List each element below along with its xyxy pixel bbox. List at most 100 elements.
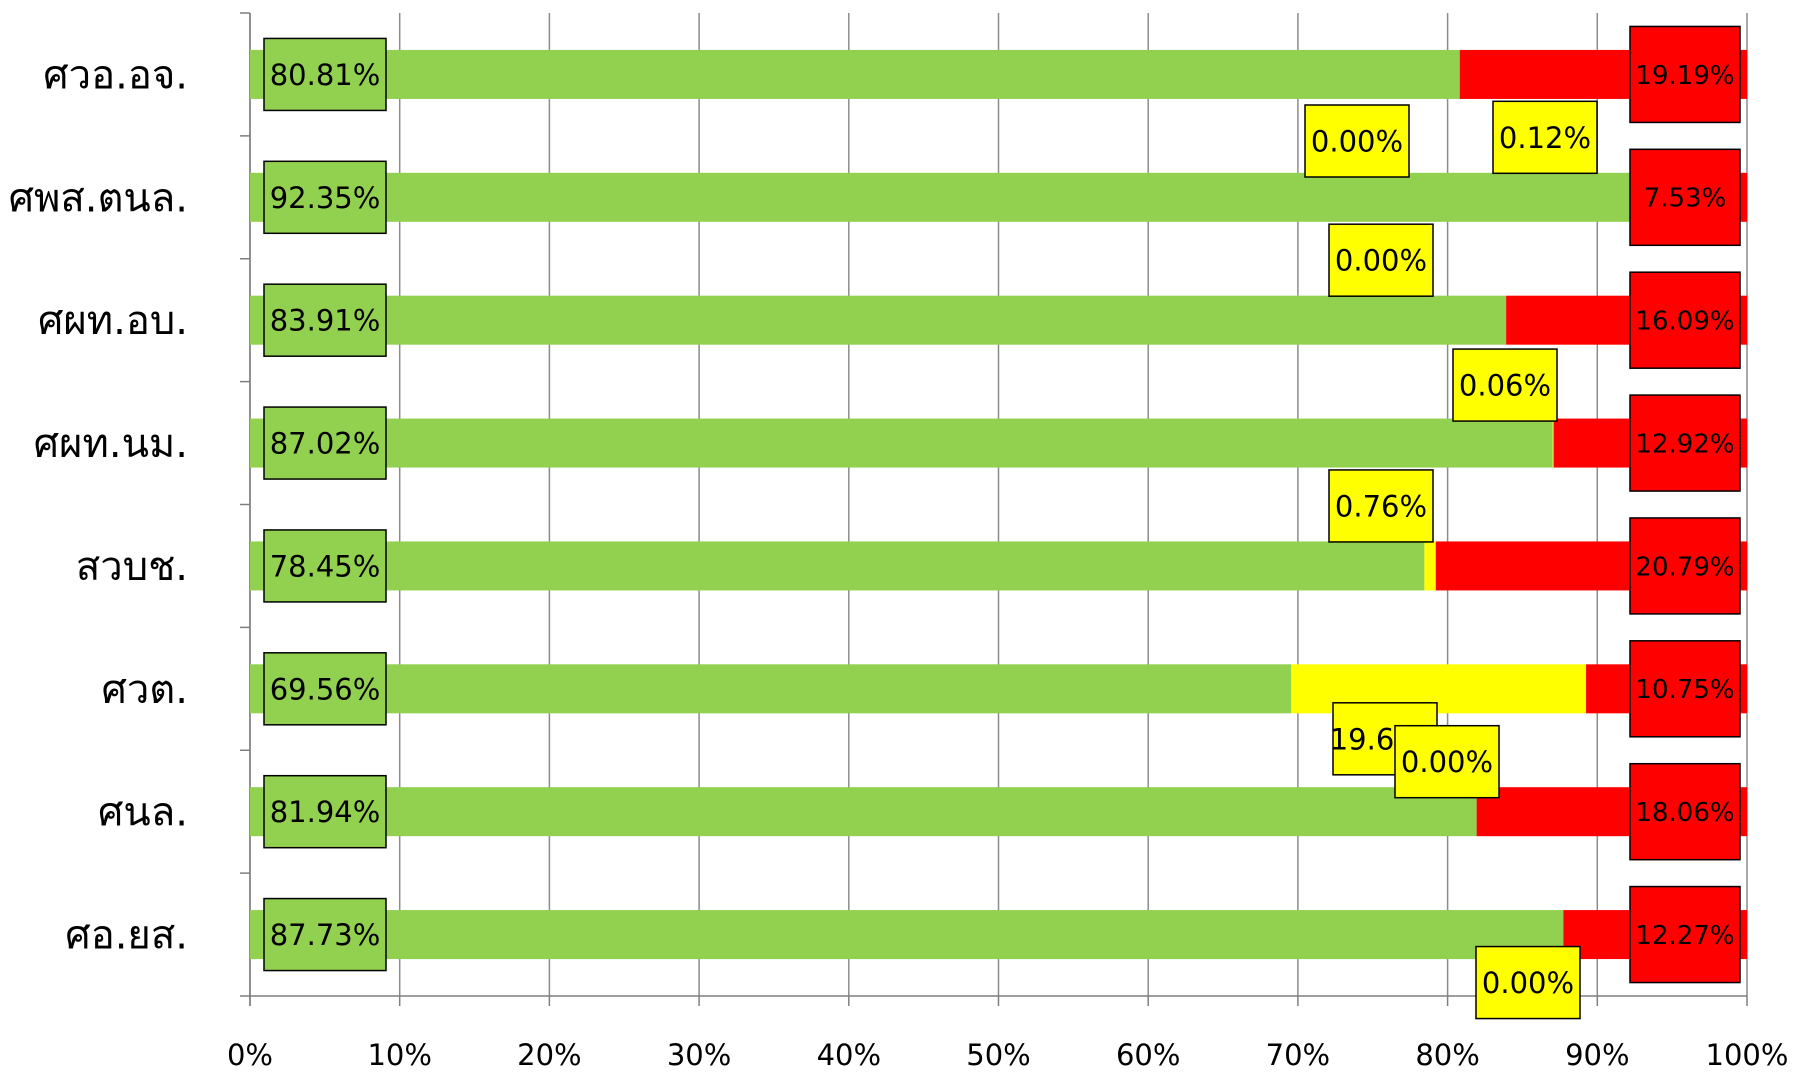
x-tick-label: 100% <box>1706 1038 1789 1071</box>
data-label-green-text: 87.73% <box>270 918 381 952</box>
data-label-green-box <box>263 652 387 726</box>
data-label-yellow-text: 0.00% <box>1311 124 1403 158</box>
data-label-green-box <box>263 529 387 603</box>
data-label-yellow-text: 0.06% <box>1459 369 1551 403</box>
data-label-green-box <box>263 283 387 357</box>
data-label-red-box <box>1629 640 1741 738</box>
category-label: ศอ.ยส. <box>65 913 188 959</box>
data-label-green-box <box>263 774 387 849</box>
data-label-yellow-text: 0.00% <box>1482 966 1574 1000</box>
data-label-yellow-box <box>1452 348 1558 422</box>
data-label-yellow-text: 0.76% <box>1335 489 1427 523</box>
category-label: ศนล. <box>98 790 188 836</box>
bar-segment <box>250 541 1425 591</box>
data-label-yellow: 0.76% <box>1328 469 1434 543</box>
data-label-green: 87.02% <box>263 406 387 480</box>
data-label-red-text: 12.27% <box>1635 921 1734 951</box>
data-label-red: 7.53% <box>1629 148 1741 247</box>
data-label-green-text: 87.02% <box>270 427 381 461</box>
data-label-red-box <box>1629 885 1741 984</box>
category-label: ศผท.นม. <box>34 421 188 467</box>
data-label-red-text: 10.75% <box>1635 675 1734 705</box>
data-label-yellow-box <box>1328 469 1434 543</box>
data-label-yellow-text: 0.00% <box>1335 244 1427 278</box>
data-label-red-box <box>1629 271 1741 369</box>
data-label-green-box <box>263 37 387 112</box>
category-label: ศผท.อบ. <box>38 298 188 344</box>
data-label-green-text: 80.81% <box>270 58 381 92</box>
bar-segment <box>1552 418 1554 468</box>
data-label-red-text: 20.79% <box>1635 552 1734 582</box>
data-label-red: 10.75% <box>1629 640 1741 738</box>
data-label-red-text: 7.53% <box>1644 184 1727 214</box>
data-label-red-text: 19.19% <box>1635 61 1734 91</box>
data-label-red: 12.27% <box>1629 885 1741 984</box>
bar-segment <box>1424 541 1436 591</box>
x-tick-label: 20% <box>517 1038 581 1071</box>
x-tick-label: 50% <box>966 1038 1030 1071</box>
data-label-yellow: 0.06% <box>1452 348 1558 422</box>
data-label-yellow-box <box>1328 223 1434 297</box>
data-label-green: 69.56% <box>263 652 387 726</box>
bar-segment <box>250 787 1477 837</box>
data-label-yellow-box <box>1492 100 1598 175</box>
data-label-green-box <box>263 897 387 972</box>
data-label-green-text: 81.94% <box>270 795 381 829</box>
data-label-green-box <box>263 406 387 480</box>
data-label-green-box <box>263 160 387 235</box>
data-label-red-box <box>1629 517 1741 615</box>
data-label-red: 18.06% <box>1629 762 1741 861</box>
category-label: ศวอ.อจ. <box>43 52 188 98</box>
data-label-green-text: 83.91% <box>270 304 381 338</box>
data-label-yellow: 0.00% <box>1475 945 1581 1020</box>
data-label-green-text: 92.35% <box>270 181 381 215</box>
data-label-yellow: 0.00% <box>1394 724 1500 799</box>
data-label-yellow-text: 0.12% <box>1499 121 1591 155</box>
category-label: สวบช. <box>76 544 188 590</box>
data-label-green: 80.81% <box>263 37 387 112</box>
data-label-red: 20.79% <box>1629 517 1741 615</box>
data-label-yellow: 0.00% <box>1304 104 1410 178</box>
data-label-yellow: 0.00% <box>1328 223 1434 297</box>
data-label-red-box <box>1629 148 1741 247</box>
bar-segment <box>250 172 1633 222</box>
data-label-red-text: 18.06% <box>1635 798 1734 828</box>
x-tick-label: 80% <box>1415 1038 1479 1071</box>
data-label-yellow-box <box>1394 724 1500 799</box>
data-label-green: 92.35% <box>263 160 387 235</box>
category-label: ศวต. <box>101 667 188 713</box>
bar-segment <box>250 664 1292 714</box>
bar-segment <box>250 910 1564 960</box>
x-tick-label: 60% <box>1116 1038 1180 1071</box>
data-label-yellow-text: 0.00% <box>1401 745 1493 779</box>
data-label-red-box <box>1629 394 1741 492</box>
data-label-green: 87.73% <box>263 897 387 972</box>
data-label-green: 78.45% <box>263 529 387 603</box>
data-label-red-text: 12.92% <box>1635 429 1734 459</box>
bar-segment <box>250 418 1553 468</box>
data-label-yellow-box <box>1304 104 1410 178</box>
data-label-green: 81.94% <box>263 774 387 849</box>
data-label-green-text: 69.56% <box>270 672 381 706</box>
data-label-red-text: 16.09% <box>1635 307 1734 337</box>
data-label-red-box <box>1629 762 1741 861</box>
data-label-yellow: 0.12% <box>1492 100 1598 175</box>
x-tick-label: 40% <box>817 1038 881 1071</box>
data-label-red: 12.92% <box>1629 394 1741 492</box>
x-tick-label: 0% <box>227 1038 273 1071</box>
x-tick-label: 70% <box>1266 1038 1330 1071</box>
x-tick-label: 90% <box>1565 1038 1629 1071</box>
data-label-red: 16.09% <box>1629 271 1741 369</box>
data-label-red: 19.19% <box>1629 25 1741 124</box>
data-label-red-box <box>1629 25 1741 124</box>
category-label: ศพส.ตนล. <box>9 175 188 221</box>
x-tick-label: 30% <box>667 1038 731 1071</box>
data-label-green: 83.91% <box>263 283 387 357</box>
x-tick-label: 10% <box>367 1038 431 1071</box>
data-label-yellow-box <box>1475 945 1581 1020</box>
bar-segment <box>250 49 1460 99</box>
bar-segment <box>250 295 1507 345</box>
data-label-green-text: 78.45% <box>270 549 381 583</box>
